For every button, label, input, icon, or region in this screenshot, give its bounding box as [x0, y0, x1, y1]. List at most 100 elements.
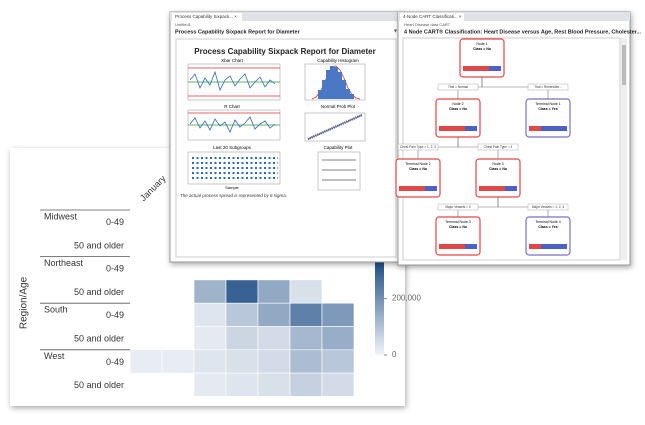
tab-bar: [170, 12, 402, 21]
heat-cell: [193, 302, 227, 327]
node-class: Class = No: [409, 167, 427, 171]
node-bar-no: [399, 186, 425, 191]
split-label: Major Vessels = 0: [445, 205, 470, 209]
tree-edge: [481, 77, 549, 99]
row-label: 0-49: [106, 264, 124, 274]
plot-area: [304, 112, 366, 142]
split-box: [437, 203, 479, 211]
split-label: Chest Pain Type = 4: [484, 145, 513, 149]
heat-cell: [257, 279, 291, 304]
split-box: [397, 143, 439, 151]
node-title: Terminal Node 4: [535, 220, 561, 224]
panel-title: Capability Histogram: [317, 58, 359, 63]
y-axis-label: Region/Age: [19, 276, 30, 329]
scroll-thumb[interactable]: [622, 45, 626, 85]
split-box: [527, 203, 569, 211]
row-label: 0-49: [106, 310, 124, 320]
heat-cell: [225, 349, 259, 374]
graph-title: Process Capability Sixpack Report for Di…: [194, 47, 375, 56]
row-label: 0-49: [106, 357, 124, 367]
node-bar-yes: [489, 66, 501, 71]
cart-window: 4-Node CART Classificati... × Heart Dise…: [397, 11, 642, 266]
split-label: Chest Pain Type = 1, 2, 3: [400, 145, 436, 149]
heat-cell: [225, 372, 259, 397]
row-label: 0-49: [106, 217, 124, 227]
split-box: [527, 83, 569, 91]
output-header: 4 Node CART® Classification: Heart Disea…: [404, 28, 642, 35]
split-label: Thal = Normal: [448, 85, 468, 89]
row-group-label: West: [44, 351, 65, 361]
xbar-line: [189, 70, 276, 92]
node-class: Class = No: [449, 107, 467, 111]
row-group-label: Midwest: [44, 211, 78, 221]
row-label: 50 and older: [74, 287, 124, 297]
panel-title: R Chart: [224, 104, 240, 109]
node-bar-no: [463, 66, 489, 71]
menu-arrow[interactable]: ▾: [394, 29, 397, 35]
row-label: 50 and older: [74, 240, 124, 250]
node-bar-no: [439, 126, 465, 131]
capability-window: Process Capability Sixpack... × Untitled…: [169, 11, 403, 263]
heat-cell: [257, 372, 291, 397]
heat-cell: [225, 279, 259, 304]
heat-cell: [321, 302, 355, 327]
node-bar-yes: [465, 244, 477, 249]
tab[interactable]: [172, 13, 242, 21]
heat-cell: [289, 302, 323, 327]
heat-cell: [193, 279, 227, 304]
tab[interactable]: [400, 13, 464, 21]
color-bar: [375, 262, 384, 355]
fit-line: [307, 114, 363, 140]
output-header: Process Capability Sixpack Report for Di…: [175, 29, 301, 35]
node-title: Terminal Node 1: [535, 102, 561, 106]
color-tick-label: 0: [392, 350, 397, 359]
node-title: Terminal Node 3: [445, 220, 471, 224]
node-title: Terminal Node 2: [405, 162, 431, 166]
node-title: Node 3: [492, 162, 503, 166]
heat-cell: [225, 326, 259, 351]
heat-cell: [193, 326, 227, 351]
node-bar-no: [529, 244, 541, 249]
split-box: [437, 83, 479, 91]
node-title: Node 2: [452, 102, 463, 106]
node-bar-yes: [465, 126, 477, 131]
heat-cell: [225, 302, 259, 327]
row-group-label: Northeast: [44, 258, 84, 268]
heat-cell: [193, 372, 227, 397]
range-line: [189, 116, 276, 133]
split-box: [477, 143, 519, 151]
panel-title: Xbar Chart: [221, 58, 244, 63]
tab-label[interactable]: 4-Node CART Classificati... ×: [403, 14, 462, 19]
node-bar-no: [529, 126, 541, 131]
tree-edge: [497, 197, 549, 217]
heat-cell: [257, 302, 291, 327]
color-tick-label: 200,000: [392, 294, 421, 303]
row-label: 50 and older: [74, 380, 124, 390]
heat-cell: [257, 349, 291, 374]
panel-title: Capability Plot: [324, 145, 354, 150]
row-group-label: South: [44, 305, 68, 315]
capability-intervals: [322, 159, 356, 181]
scrollbar[interactable]: [621, 38, 627, 260]
graph-panel: [175, 38, 397, 258]
split-label: Major Vessels = 1, 2, 3: [532, 205, 565, 209]
node-class: Class = Yes: [538, 225, 557, 229]
node-bar-no: [439, 244, 465, 249]
heat-cell: [257, 326, 291, 351]
plot-area: [304, 63, 366, 101]
heat-cell: [289, 372, 323, 397]
node-bar-yes: [505, 186, 517, 191]
tab-bar: [398, 12, 630, 21]
node-title: Node 1: [476, 42, 487, 46]
panel-title: Last 20 Subgroups: [213, 145, 252, 150]
node-class: Class = No: [489, 167, 507, 171]
node-bar-no: [479, 186, 505, 191]
node-bar-yes: [541, 126, 567, 131]
split-label: Thal = Reversible...: [534, 85, 562, 89]
tab-label[interactable]: Process Capability Sixpack... ×: [175, 14, 237, 19]
node-bar-yes: [541, 244, 567, 249]
node-bar-yes: [425, 186, 437, 191]
heat-cell: [193, 349, 227, 374]
heat-cell: [161, 349, 195, 374]
